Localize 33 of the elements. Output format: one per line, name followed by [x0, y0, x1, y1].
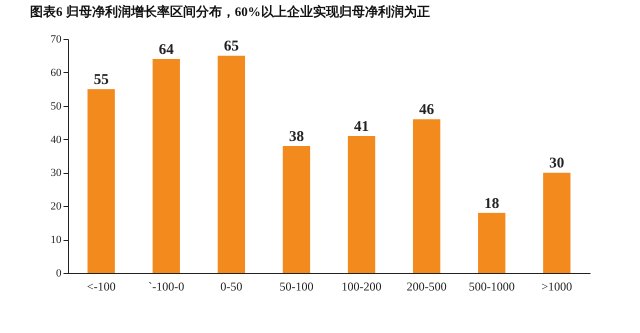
y-tick-label: 20 [50, 200, 62, 213]
data-label: 64 [158, 42, 174, 58]
y-tick-label: 40 [50, 134, 62, 146]
data-label: 30 [549, 156, 564, 172]
x-tick-label: 0-50 [220, 280, 242, 294]
bar [282, 146, 310, 273]
x-tick-label: 100-200 [342, 280, 382, 294]
chart-title: 图表6 归母净利润增长率区间分布，60%以上企业实现归母净利润为正 [30, 4, 430, 19]
data-label: 41 [354, 118, 370, 135]
y-tick-label: 10 [50, 234, 62, 246]
y-tick-label: 60 [50, 66, 62, 79]
x-tick-label: >1000 [541, 280, 572, 294]
data-label: 46 [419, 102, 435, 118]
data-label: 65 [224, 38, 239, 55]
bar [218, 56, 246, 273]
bar [412, 119, 440, 273]
y-tick-label: 0 [56, 268, 62, 280]
x-tick-label: 500-1000 [468, 280, 515, 294]
data-label: 55 [94, 72, 109, 88]
bar [348, 136, 376, 273]
y-tick-label: 50 [50, 100, 62, 112]
y-tick-label: 30 [50, 167, 62, 180]
x-tick-label: <-100 [86, 280, 116, 294]
data-label: 38 [288, 128, 304, 145]
x-tick-label: 200-500 [406, 280, 447, 294]
y-tick-label: 70 [50, 34, 62, 46]
bar [478, 212, 506, 273]
bar [152, 59, 180, 273]
x-tick-label: `-100-0 [148, 280, 184, 294]
x-tick-label: 50-100 [279, 280, 314, 294]
bar [88, 89, 115, 273]
data-label: 18 [484, 196, 500, 212]
bar [543, 172, 570, 273]
